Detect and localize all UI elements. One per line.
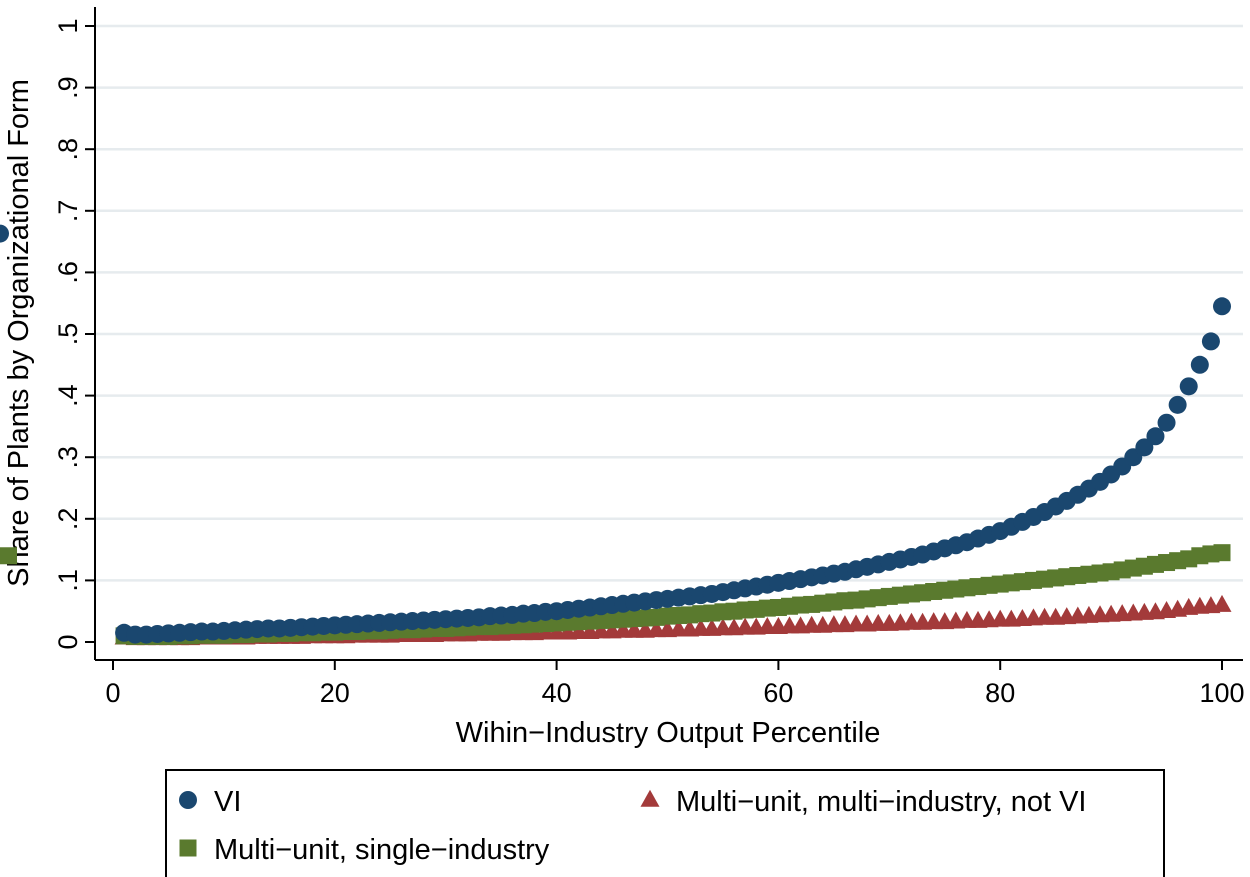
data-series: [0, 224, 1232, 646]
legend-box: [165, 769, 1165, 877]
x-tick-label: 20: [320, 678, 350, 708]
data-point-circle: [1179, 377, 1198, 396]
data-point-triangle: [1212, 594, 1232, 612]
y-tick-label: .5: [53, 323, 83, 346]
legend-label: Multi−unit, single−industry: [214, 834, 550, 866]
y-axis-ticks: 0 .1 .2 .3 .4 .5 .6 .7 .8 .9 1: [53, 18, 95, 650]
legend-label: Multi−unit, multi−industry, not VI: [676, 786, 1086, 818]
x-tick-label: 80: [985, 678, 1015, 708]
y-tick-label: 0: [53, 634, 83, 649]
y-tick-label: .7: [53, 200, 83, 223]
x-tick-label: 100: [1199, 678, 1244, 708]
series-circle: [0, 224, 1231, 644]
legend-label: VI: [214, 786, 241, 818]
x-axis-ticks: 0 20 40 60 80 100: [105, 660, 1245, 708]
y-tick-label: .9: [53, 76, 83, 99]
legend: VI Multi−unit, single−industry Multi−unit,…: [165, 769, 1165, 877]
y-tick-label: .2: [53, 508, 83, 531]
data-point-circle: [0, 224, 9, 243]
data-point-circle: [1135, 438, 1154, 457]
data-point-circle: [1157, 413, 1176, 432]
data-point-circle: [1213, 297, 1231, 316]
y-tick-label: .4: [53, 384, 83, 407]
data-point-circle: [1201, 332, 1220, 351]
y-tick-label: .1: [53, 569, 83, 592]
data-point-square: [1213, 544, 1231, 562]
data-point-square: [0, 547, 17, 565]
legend-marker-triangle: [640, 789, 660, 807]
gridlines: [95, 24, 1243, 582]
y-tick-label: 1: [53, 18, 83, 33]
data-point-circle: [1168, 395, 1187, 414]
data-point-circle: [1190, 355, 1209, 374]
y-tick-label: .3: [53, 446, 83, 469]
y-axis-title: Share of Plants by Organizational Form: [3, 79, 35, 587]
x-tick-label: 40: [542, 678, 572, 708]
y-tick-label: .8: [53, 138, 83, 161]
x-axis-title: Wihin−Industry Output Percentile: [456, 717, 881, 749]
y-tick-label: .6: [53, 261, 83, 284]
legend-marker-square: [179, 839, 197, 857]
x-tick-label: 60: [763, 678, 793, 708]
x-tick-label: 0: [105, 678, 120, 708]
data-point-circle: [1146, 427, 1165, 446]
legend-marker-circle: [179, 791, 197, 809]
